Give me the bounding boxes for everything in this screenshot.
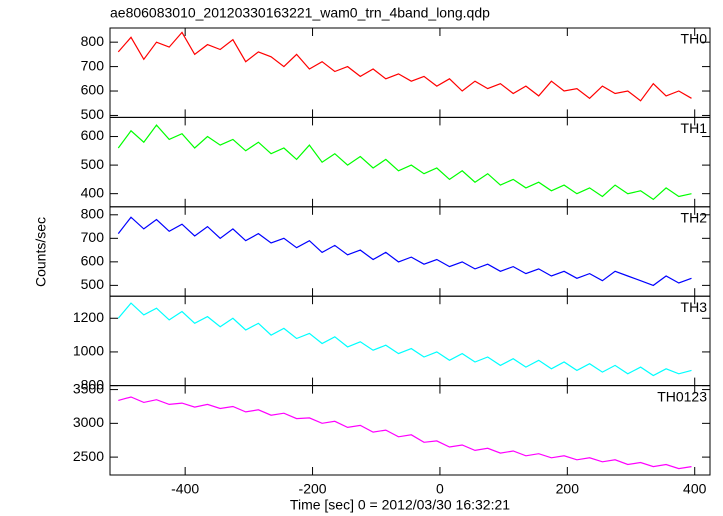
chart-title: ae806083010_20120330163221_wam0_trn_4ban… — [110, 5, 490, 21]
series-line — [117, 216, 692, 287]
x-tick-label: 0 — [436, 481, 444, 497]
panel-frame — [109, 27, 711, 118]
panel-frame — [109, 206, 711, 297]
x-tick-label: -200 — [299, 481, 327, 497]
x-tick-label: -400 — [171, 481, 199, 497]
y-tick-label: 800 — [81, 206, 105, 222]
y-tick-label: 2500 — [73, 448, 104, 464]
y-tick-label: 1000 — [73, 343, 104, 359]
y-tick-label: 3500 — [73, 380, 104, 396]
y-tick-label: 1200 — [73, 309, 104, 325]
series-line — [117, 31, 692, 102]
y-tick-label: 700 — [81, 229, 105, 245]
series-line — [117, 302, 692, 377]
y-axis-label: Counts/sec — [33, 217, 49, 287]
y-tick-label: 800 — [81, 33, 105, 49]
y-tick-label: 3000 — [73, 414, 104, 430]
series-line — [117, 124, 692, 201]
panel-frame — [109, 295, 711, 387]
panel-label: TH0123 — [657, 388, 707, 404]
x-tick-label: 400 — [683, 481, 707, 497]
y-tick-label: 600 — [81, 127, 105, 143]
y-tick-label: 400 — [81, 184, 105, 200]
y-tick-label: 600 — [81, 253, 105, 269]
panel-label: TH1 — [681, 120, 708, 136]
panel-label: TH3 — [681, 299, 708, 315]
y-tick-label: 700 — [81, 57, 105, 73]
y-tick-label: 500 — [81, 106, 105, 122]
y-tick-label: 800 — [81, 376, 105, 392]
panel-label: TH2 — [681, 210, 708, 226]
x-axis-label: Time [sec] 0 = 2012/03/30 16:32:21 — [290, 497, 510, 513]
panel-label: TH0 — [681, 31, 708, 47]
panel-frame — [109, 116, 711, 208]
x-tick-label: 200 — [556, 481, 580, 497]
panel-frame — [109, 385, 711, 476]
y-tick-label: 500 — [81, 276, 105, 292]
y-tick-label: 500 — [81, 156, 105, 172]
series-line — [118, 396, 692, 470]
y-tick-label: 600 — [81, 82, 105, 98]
